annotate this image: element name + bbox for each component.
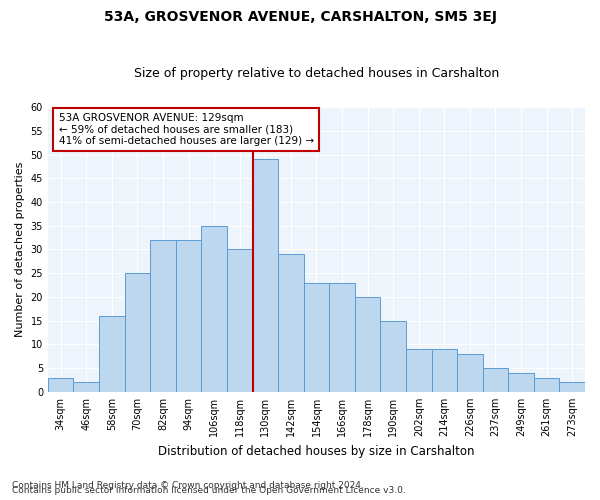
Bar	[482, 368, 508, 392]
Bar	[559, 382, 585, 392]
Title: Size of property relative to detached houses in Carshalton: Size of property relative to detached ho…	[134, 66, 499, 80]
Bar	[534, 378, 559, 392]
Bar	[125, 273, 150, 392]
Bar	[508, 373, 534, 392]
Bar	[150, 240, 176, 392]
Bar	[380, 320, 406, 392]
Bar	[253, 160, 278, 392]
Bar	[48, 378, 73, 392]
Bar	[73, 382, 99, 392]
Bar	[304, 282, 329, 392]
Text: Contains HM Land Registry data © Crown copyright and database right 2024.: Contains HM Land Registry data © Crown c…	[12, 481, 364, 490]
Bar	[227, 250, 253, 392]
Bar	[176, 240, 202, 392]
Text: 53A GROSVENOR AVENUE: 129sqm
← 59% of detached houses are smaller (183)
41% of s: 53A GROSVENOR AVENUE: 129sqm ← 59% of de…	[59, 113, 314, 146]
Bar	[431, 349, 457, 392]
Bar	[329, 282, 355, 392]
Y-axis label: Number of detached properties: Number of detached properties	[15, 162, 25, 337]
Bar	[406, 349, 431, 392]
Bar	[278, 254, 304, 392]
Text: Contains public sector information licensed under the Open Government Licence v3: Contains public sector information licen…	[12, 486, 406, 495]
Bar	[355, 297, 380, 392]
Bar	[202, 226, 227, 392]
X-axis label: Distribution of detached houses by size in Carshalton: Distribution of detached houses by size …	[158, 444, 475, 458]
Bar	[457, 354, 482, 392]
Text: 53A, GROSVENOR AVENUE, CARSHALTON, SM5 3EJ: 53A, GROSVENOR AVENUE, CARSHALTON, SM5 3…	[104, 10, 497, 24]
Bar	[99, 316, 125, 392]
